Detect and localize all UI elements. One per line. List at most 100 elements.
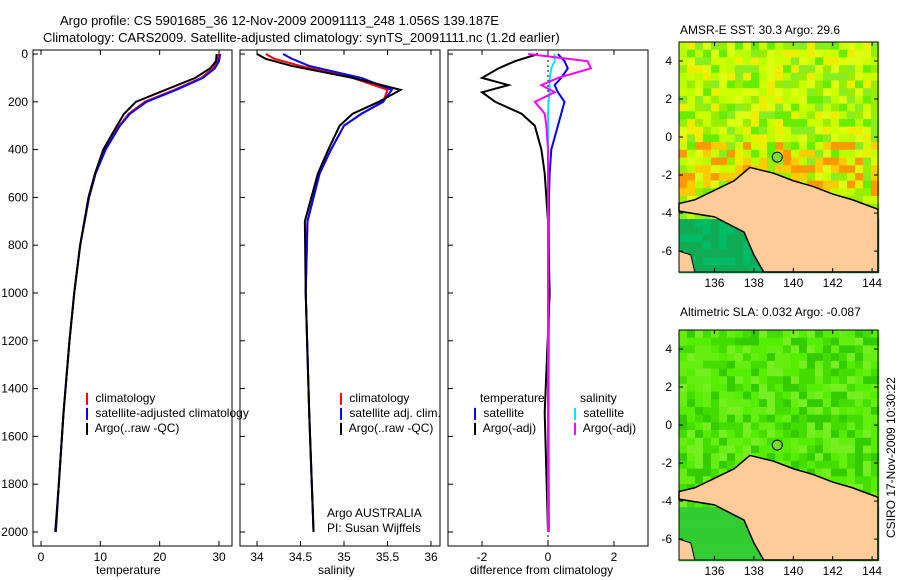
map-cell [799, 49, 808, 58]
map-cell [703, 57, 712, 66]
map-cell [751, 57, 760, 66]
map-cell [775, 95, 784, 104]
map-cell [719, 468, 728, 477]
map-cell [855, 95, 864, 104]
map-cell [711, 242, 720, 251]
map-cell [807, 180, 816, 189]
map-cell [759, 134, 768, 143]
map-cell [751, 399, 760, 408]
map-cell [839, 407, 848, 415]
map-cell [703, 360, 712, 369]
map-cell [799, 345, 808, 354]
map-cell [783, 111, 792, 120]
map-cell [815, 453, 824, 462]
map-cell [679, 507, 688, 516]
map-cell [703, 42, 712, 50]
map-cell [687, 460, 696, 469]
legend-argo: Argo(-adj) [482, 421, 537, 435]
map-cell [831, 353, 840, 362]
x-tick-label: 136 [704, 276, 724, 290]
map-cell [855, 134, 864, 143]
map-cell [831, 95, 840, 104]
map-cell [775, 42, 784, 50]
map-cell [711, 126, 720, 135]
map-cell [847, 157, 856, 166]
map-cell [791, 376, 800, 385]
map-cell [711, 65, 720, 74]
map-cell [871, 149, 880, 158]
map-cell [847, 330, 856, 338]
map-cell [871, 414, 880, 423]
map-cell [775, 368, 784, 377]
map-cell [775, 103, 784, 112]
map-cell [863, 368, 872, 377]
map-cell [711, 134, 720, 143]
map-cell [815, 157, 824, 166]
map-cell [687, 134, 696, 143]
map-cell [847, 414, 856, 423]
map-cell [679, 80, 688, 89]
map-cell [679, 149, 688, 158]
map-cell [775, 165, 784, 174]
map-cell [783, 149, 792, 158]
map-cell [807, 422, 816, 431]
map-cell [839, 399, 848, 408]
x-tick-label: 144 [862, 564, 882, 578]
map-cell [767, 376, 776, 385]
map-cell [759, 142, 768, 151]
map-cell [719, 430, 728, 439]
map-cell [711, 522, 720, 531]
map-cell [839, 476, 848, 485]
map-cell [751, 134, 760, 143]
map-cell [687, 337, 696, 346]
map-cell [679, 126, 688, 135]
map-cell [799, 119, 808, 127]
map-cell [831, 57, 840, 66]
map-cell [735, 437, 744, 446]
map-cell [735, 149, 744, 158]
map-cell [799, 383, 808, 392]
legend-argo: Argo(..raw -QC) [94, 421, 180, 435]
sla-map-title: Altimetric SLA: 0.032 Argo: -0.087 [680, 305, 861, 319]
map-cell [711, 103, 720, 112]
map-cell [679, 337, 688, 346]
map-cell [719, 360, 728, 369]
map-cell [807, 391, 816, 400]
map-cell [687, 149, 696, 158]
map-cell [687, 111, 696, 120]
map-cell [735, 545, 744, 554]
map-cell [703, 522, 712, 531]
map-cell [839, 453, 848, 462]
land-new-guinea [678, 454, 879, 561]
map-cell [751, 126, 760, 135]
map-cell [759, 453, 768, 462]
map-cell [695, 499, 704, 508]
map-cell [759, 72, 768, 81]
map-cell [807, 49, 816, 58]
map-cell [855, 422, 864, 431]
map-cell [823, 337, 832, 346]
map-cell [823, 460, 832, 469]
map-cell [695, 165, 704, 174]
map-cell [855, 172, 864, 181]
map-cell [799, 72, 808, 81]
map-cell [743, 88, 752, 97]
map-cell [719, 172, 728, 181]
x-tick-label: 35 [337, 550, 351, 564]
map-cell [743, 407, 752, 415]
map-cell [863, 42, 872, 50]
map-cell [807, 345, 816, 354]
map-cell [847, 80, 856, 89]
map-cell [791, 445, 800, 454]
map-cell [855, 345, 864, 354]
map-cell [799, 399, 808, 408]
map-cell [783, 57, 792, 66]
map-cell [719, 553, 728, 562]
map-cell [807, 368, 816, 377]
map-cell [791, 368, 800, 377]
map-cell [847, 180, 856, 189]
map-cell [847, 57, 856, 66]
map-cell [783, 165, 792, 174]
map-cell [767, 445, 776, 454]
map-cell [711, 234, 720, 243]
